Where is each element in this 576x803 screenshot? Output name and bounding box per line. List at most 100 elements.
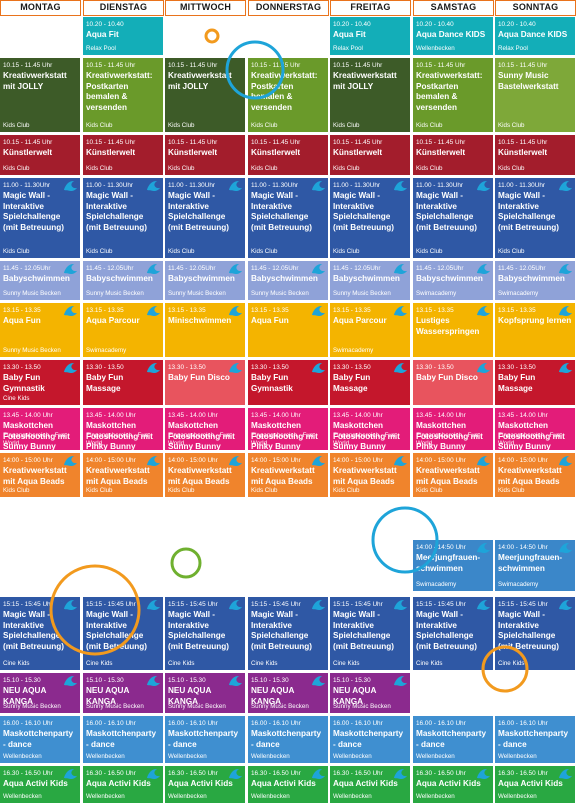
schedule-cell[interactable]: 15.10 - 15.30 NEU AQUA KANGA Sunny Music B… — [83, 673, 163, 713]
event-time: 13.45 - 14.00 Uhr — [416, 412, 466, 419]
schedule-cell[interactable]: 13.30 - 13.50 Baby Fun Disco — [413, 360, 493, 405]
schedule-cell[interactable]: 14:00 - 14:50 Uhr Meerjungfrauen-schwimme… — [413, 540, 493, 591]
schedule-cell[interactable]: 14:00 - 15:00 Uhr Kreativwerkstatt mit Aq… — [83, 453, 163, 497]
schedule-cell[interactable]: 16.30 - 16.50 Uhr Aqua Activi Kids Wellenb… — [0, 766, 80, 803]
schedule-cell[interactable]: 14:00 - 15:00 Uhr Kreativwerkstatt mit Aq… — [330, 453, 410, 497]
schedule-cell[interactable]: 11.45 - 12.05Uhr Babyschwimmen Sunny Music… — [248, 261, 328, 300]
schedule-cell[interactable]: 10.15 - 11.45 Uhr Sunny Music Bastelwerks… — [495, 58, 575, 132]
schedule-cell[interactable]: 15.10 - 15.30 NEU AQUA KANGA Sunny Music B… — [165, 673, 245, 713]
schedule-cell[interactable]: 15.10 - 15.30 NEU AQUA KANGA Sunny Music B… — [330, 673, 410, 713]
schedule-cell[interactable]: 14:00 - 15:00 Uhr Kreativwerkstatt mit Aq… — [248, 453, 328, 497]
schedule-cell[interactable]: 16.30 - 16.50 Uhr Aqua Activi Kids Wellenb… — [248, 766, 328, 803]
schedule-cell[interactable]: 10.20 - 10.40 Aqua Fit Relax Pool — [330, 17, 410, 55]
schedule-cell[interactable]: 14:00 - 14:50 Uhr Meerjungfrauen-schwimme… — [495, 540, 575, 591]
schedule-cell[interactable]: 10.15 - 11.45 Uhr Kreativwerkstatt: Postk… — [83, 58, 163, 132]
schedule-cell[interactable]: 10.15 - 11.45 Uhr Kreativwerkstatt: Postk… — [413, 58, 493, 132]
schedule-cell[interactable]: 13.30 - 13.50 Baby Fun Massage — [330, 360, 410, 405]
schedule-cell[interactable]: 11.45 - 12.05Uhr Babyschwimmen Swimacademy — [413, 261, 493, 300]
schedule-cell[interactable]: 13.45 - 14.00 Uhr Maskottchen Fotoshootin… — [495, 408, 575, 450]
schedule-cell[interactable]: 10.15 - 11.45 Uhr Kreativwerkstatt mit JO… — [330, 58, 410, 132]
event-time: 10.15 - 11.45 Uhr — [251, 62, 301, 69]
schedule-cell[interactable]: 10.20 - 10.40 Aqua Dance KIDS Wellenbecken — [413, 17, 493, 55]
schedule-cell[interactable]: 13.30 - 13.50 Baby Fun Gymnastik — [248, 360, 328, 405]
schedule-cell[interactable]: 13.15 - 13.35 Kopfsprung lernen — [495, 303, 575, 357]
schedule-cell[interactable]: 11.45 - 12.05Uhr Babyschwimmen Sunny Music… — [0, 261, 80, 300]
schedule-cell[interactable]: 14:00 - 15:00 Uhr Kreativwerkstatt mit Aq… — [0, 453, 80, 497]
schedule-cell[interactable]: 16.00 - 16.10 Uhr Maskottchenparty - danc… — [83, 716, 163, 763]
schedule-cell[interactable]: 10.15 - 11.45 Uhr Künstlerwelt Kids Club — [248, 135, 328, 175]
event-title: Baby Fun Massage — [86, 373, 124, 393]
schedule-cell[interactable]: 13.45 - 14.00 Uhr Maskottchen Fotoshootin… — [83, 408, 163, 450]
schedule-cell[interactable]: 14:00 - 15:00 Uhr Kreativwerkstatt mit Aq… — [495, 453, 575, 497]
schedule-cell[interactable]: 15:15 - 15:45 Uhr Magic Wall - Interaktiv… — [330, 597, 410, 670]
schedule-cell[interactable]: 11.45 - 12.05Uhr Babyschwimmen Sunny Music… — [165, 261, 245, 300]
schedule-cell[interactable]: 13.15 - 13.35 Aqua Parcour Swimacademy — [83, 303, 163, 357]
schedule-cell[interactable]: 10.15 - 11.45 Uhr Künstlerwelt Kids Club — [165, 135, 245, 175]
schedule-cell[interactable]: 10.15 - 11.45 Uhr Künstlerwelt Kids Club — [330, 135, 410, 175]
schedule-cell[interactable]: 13.30 - 13.50 Baby Fun Massage — [83, 360, 163, 405]
schedule-cell[interactable]: 15.10 - 15.30 NEU AQUA KANGA Sunny Music B… — [0, 673, 80, 713]
schedule-cell[interactable]: 11.45 - 12.05Uhr Babyschwimmen Swimacademy — [495, 261, 575, 300]
schedule-cell[interactable]: 10.20 - 10.40 Aqua Fit Relax Pool — [83, 17, 163, 55]
schedule-cell[interactable]: 16.00 - 16.10 Uhr Maskottchenparty - danc… — [330, 716, 410, 763]
schedule-cell[interactable]: 10.20 - 10.40 Aqua Dance KIDS Relax Pool — [495, 17, 575, 55]
schedule-cell[interactable]: 13.15 - 13.35 Minischwimmen — [165, 303, 245, 357]
schedule-cell[interactable]: 16.00 - 16.10 Uhr Maskottchenparty - danc… — [248, 716, 328, 763]
schedule-cell[interactable]: 16.30 - 16.50 Uhr Aqua Activi Kids Wellenb… — [495, 766, 575, 803]
schedule-cell[interactable]: 16.00 - 16.10 Uhr Maskottchenparty - danc… — [0, 716, 80, 763]
wave-icon — [476, 306, 491, 317]
schedule-cell[interactable]: 11.45 - 12.05Uhr Babyschwimmen Sunny Music… — [330, 261, 410, 300]
schedule-cell[interactable]: 13.45 - 14.00 Uhr Maskottchen Fotoshootin… — [0, 408, 80, 450]
schedule-cell[interactable]: 10.15 - 11.45 Uhr Künstlerwelt Kids Club — [83, 135, 163, 175]
schedule-cell[interactable]: 13.15 - 13.35 Lustiges Wasserspringen — [413, 303, 493, 357]
schedule-cell[interactable]: 10.15 - 11.45 Uhr Künstlerwelt Kids Club — [0, 135, 80, 175]
schedule-cell[interactable]: 11.00 - 11.30Uhr Magic Wall - Interaktive… — [495, 178, 575, 258]
schedule-cell[interactable]: 13.30 - 13.50 Baby Fun Massage — [495, 360, 575, 405]
schedule-cell[interactable]: 16.30 - 16.50 Uhr Aqua Activi Kids Wellenb… — [83, 766, 163, 803]
event-location: Swimacademy — [498, 290, 539, 297]
schedule-cell[interactable]: 15:15 - 15:45 Uhr Magic Wall - Interaktiv… — [165, 597, 245, 670]
schedule-cell[interactable]: 13.45 - 14.00 Uhr Maskottchen Fotoshootin… — [330, 408, 410, 450]
schedule-cell[interactable]: 15:15 - 15:45 Uhr Magic Wall - Interaktiv… — [495, 597, 575, 670]
schedule-cell[interactable]: 13.30 - 13.50 Baby Fun Gymnastik Cine Kids — [0, 360, 80, 405]
schedule-cell[interactable]: 10.15 - 11.45 Uhr Künstlerwelt Kids Club — [495, 135, 575, 175]
event-time: 11.00 - 11.30Uhr — [498, 182, 546, 189]
schedule-cell[interactable]: 13.15 - 13.35 Aqua Fun Sunny Music Becken — [0, 303, 80, 357]
schedule-cell[interactable]: 10.15 - 11.45 Uhr Künstlerwelt Kids Club — [413, 135, 493, 175]
schedule-cell[interactable]: 15:15 - 15:45 Uhr Magic Wall - Interaktiv… — [0, 597, 80, 670]
schedule-cell[interactable]: 11.45 - 12.05Uhr Babyschwimmen Sunny Music… — [83, 261, 163, 300]
event-location: Kids Club — [333, 248, 360, 255]
event-location: Swimacademy — [416, 290, 457, 297]
schedule-cell[interactable]: 11.00 - 11.30Uhr Magic Wall - Interaktive… — [83, 178, 163, 258]
event-title: Baby Fun Massage — [498, 373, 536, 393]
schedule-cell[interactable]: 10.15 - 11.45 Uhr Kreativwerkstatt: Postk… — [248, 58, 328, 132]
schedule-cell[interactable]: 14:00 - 15:00 Uhr Kreativwerkstatt mit Aq… — [413, 453, 493, 497]
schedule-cell[interactable]: 11.00 - 11.30Uhr Magic Wall - Interaktive… — [248, 178, 328, 258]
schedule-cell[interactable]: 15.10 - 15.30 NEU AQUA KANGA Sunny Music B… — [248, 673, 328, 713]
schedule-cell[interactable]: 16.30 - 16.50 Uhr Aqua Activi Kids Wellenb… — [330, 766, 410, 803]
schedule-cell[interactable]: 16.30 - 16.50 Uhr Aqua Activi Kids Wellenb… — [165, 766, 245, 803]
schedule-cell[interactable]: 15:15 - 15:45 Uhr Magic Wall - Interaktiv… — [413, 597, 493, 670]
schedule-cell[interactable]: 13.15 - 13.35 Aqua Parcour Swimacademy — [330, 303, 410, 357]
schedule-cell[interactable]: 15:15 - 15:45 Uhr Magic Wall - Interaktiv… — [248, 597, 328, 670]
schedule-cell[interactable]: 11.00 - 11.30Uhr Magic Wall - Interaktive… — [413, 178, 493, 258]
schedule-cell[interactable]: 16.30 - 16.50 Uhr Aqua Activi Kids Wellenb… — [413, 766, 493, 803]
schedule-cell[interactable]: 10.15 - 11.45 Uhr Kreativwerkstatt mit JO… — [0, 58, 80, 132]
schedule-cell[interactable]: 11.00 - 11.30Uhr Magic Wall - Interaktive… — [330, 178, 410, 258]
event-time: 11.00 - 11.30Uhr — [86, 182, 134, 189]
schedule-cell[interactable]: 11.00 - 11.30Uhr Magic Wall - Interaktive… — [0, 178, 80, 258]
schedule-cell[interactable]: 16.00 - 16.10 Uhr Maskottchenparty - danc… — [413, 716, 493, 763]
schedule-cell[interactable]: 13.30 - 13.50 Baby Fun Disco — [165, 360, 245, 405]
schedule-cell[interactable]: 11.00 - 11.30Uhr Magic Wall - Interaktive… — [165, 178, 245, 258]
schedule-cell[interactable]: 13.45 - 14.00 Uhr Maskottchen Fotoshootin… — [165, 408, 245, 450]
schedule-cell[interactable]: 10.15 - 11.45 Uhr Kreativwerkstatt mit JO… — [165, 58, 245, 132]
schedule-cell[interactable]: 13.45 - 14.00 Uhr Maskottchen Fotoshootin… — [248, 408, 328, 450]
schedule-cell[interactable]: 13.45 - 14.00 Uhr Maskottchen Fotoshootin… — [413, 408, 493, 450]
schedule-cell[interactable]: 16.00 - 16.10 Uhr Maskottchenparty - danc… — [495, 716, 575, 763]
schedule-cell[interactable]: 14:00 - 15:00 Uhr Kreativwerkstatt mit Aq… — [165, 453, 245, 497]
schedule-cell[interactable]: 15:15 - 15:45 Uhr Magic Wall - Interaktiv… — [83, 597, 163, 670]
event-time: 16.00 - 16.10 Uhr — [416, 720, 466, 727]
event-title: Magic Wall - Interaktive Spielchallenge … — [251, 191, 312, 232]
schedule-cell[interactable]: 16.00 - 16.10 Uhr Maskottchenparty - danc… — [165, 716, 245, 763]
schedule-cell[interactable]: 13.15 - 13.35 Aqua Fun — [248, 303, 328, 357]
